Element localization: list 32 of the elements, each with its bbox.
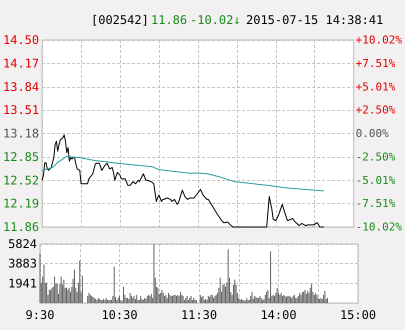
y-tick-label: 13.51 (3, 103, 40, 118)
text: 11.86 (151, 13, 188, 27)
y2-tick-label: -7.51% (356, 197, 396, 210)
text: 2015-07-15 14:38:41 (246, 13, 384, 27)
x-tick-label: 15:00 (340, 308, 376, 322)
line-series (42, 156, 324, 192)
y-tick-label: 11.86 (3, 220, 40, 234)
y-tick-label: 3883 (8, 256, 37, 271)
y-tick-label: 5824 (8, 237, 37, 251)
y-tick-label: 12.19 (3, 196, 40, 211)
x-tick-label: 9:30 (26, 308, 54, 322)
y-tick-label: 13.84 (3, 80, 40, 94)
y-tick-label: 1941 (8, 276, 37, 290)
y2-tick-label: +7.51% (356, 56, 396, 70)
x-tick-label: 10:30 (101, 308, 138, 322)
y2-tick-label: -10.02% (356, 220, 402, 234)
text: -10.02↓ (190, 13, 241, 27)
y2-tick-label: +2.50% (356, 104, 396, 117)
y2-tick-label: -5.01% (356, 174, 396, 187)
y2-tick-label: -2.50% (356, 150, 396, 164)
y-tick-label: 12.85 (3, 150, 40, 164)
y-tick-label: 14.17 (3, 56, 40, 70)
y-tick-label: 13.18 (3, 126, 40, 140)
y-tick-label: 12.52 (3, 173, 40, 188)
line-series (42, 134, 324, 228)
y2-tick-label: 0.00% (356, 127, 390, 140)
x-tick-label: 14:00 (260, 308, 297, 322)
y-tick-label: 14.50 (3, 33, 40, 47)
x-tick-label: 11:30 (180, 308, 218, 322)
y2-tick-label: +5.01% (356, 80, 396, 94)
chart-title: [002542] (91, 13, 149, 27)
y2-tick-label: +10.02% (356, 34, 402, 46)
